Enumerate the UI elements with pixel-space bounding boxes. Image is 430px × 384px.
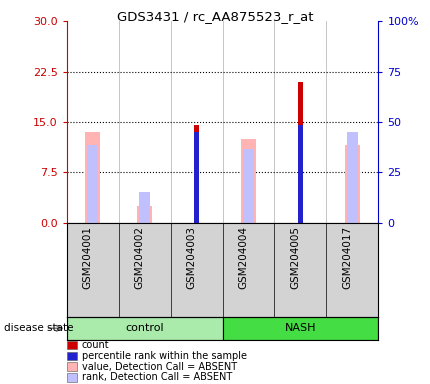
Text: rank, Detection Call = ABSENT: rank, Detection Call = ABSENT (82, 372, 232, 382)
Text: percentile rank within the sample: percentile rank within the sample (82, 351, 247, 361)
Bar (139, 192, 150, 223)
Text: GSM204001: GSM204001 (83, 225, 92, 288)
Text: GSM204005: GSM204005 (290, 225, 301, 288)
Text: disease state: disease state (4, 323, 74, 333)
Bar (347, 132, 358, 223)
Bar (243, 149, 254, 223)
Bar (345, 146, 359, 223)
Bar (241, 139, 256, 223)
Bar (194, 132, 199, 223)
Bar (194, 125, 199, 223)
Text: GSM204003: GSM204003 (187, 225, 197, 288)
Text: GSM204004: GSM204004 (239, 225, 249, 288)
Bar (85, 132, 100, 223)
Text: control: control (125, 323, 164, 333)
Text: GDS3431 / rc_AA875523_r_at: GDS3431 / rc_AA875523_r_at (117, 10, 313, 23)
Bar (298, 82, 303, 223)
Bar (137, 206, 152, 223)
Text: GSM204002: GSM204002 (135, 225, 144, 288)
Bar (87, 146, 98, 223)
Text: value, Detection Call = ABSENT: value, Detection Call = ABSENT (82, 362, 237, 372)
Text: GSM204017: GSM204017 (342, 225, 353, 289)
Text: count: count (82, 340, 109, 350)
Bar (223, 317, 378, 340)
Bar (67, 317, 223, 340)
Bar (298, 125, 303, 223)
Text: NASH: NASH (285, 323, 316, 333)
